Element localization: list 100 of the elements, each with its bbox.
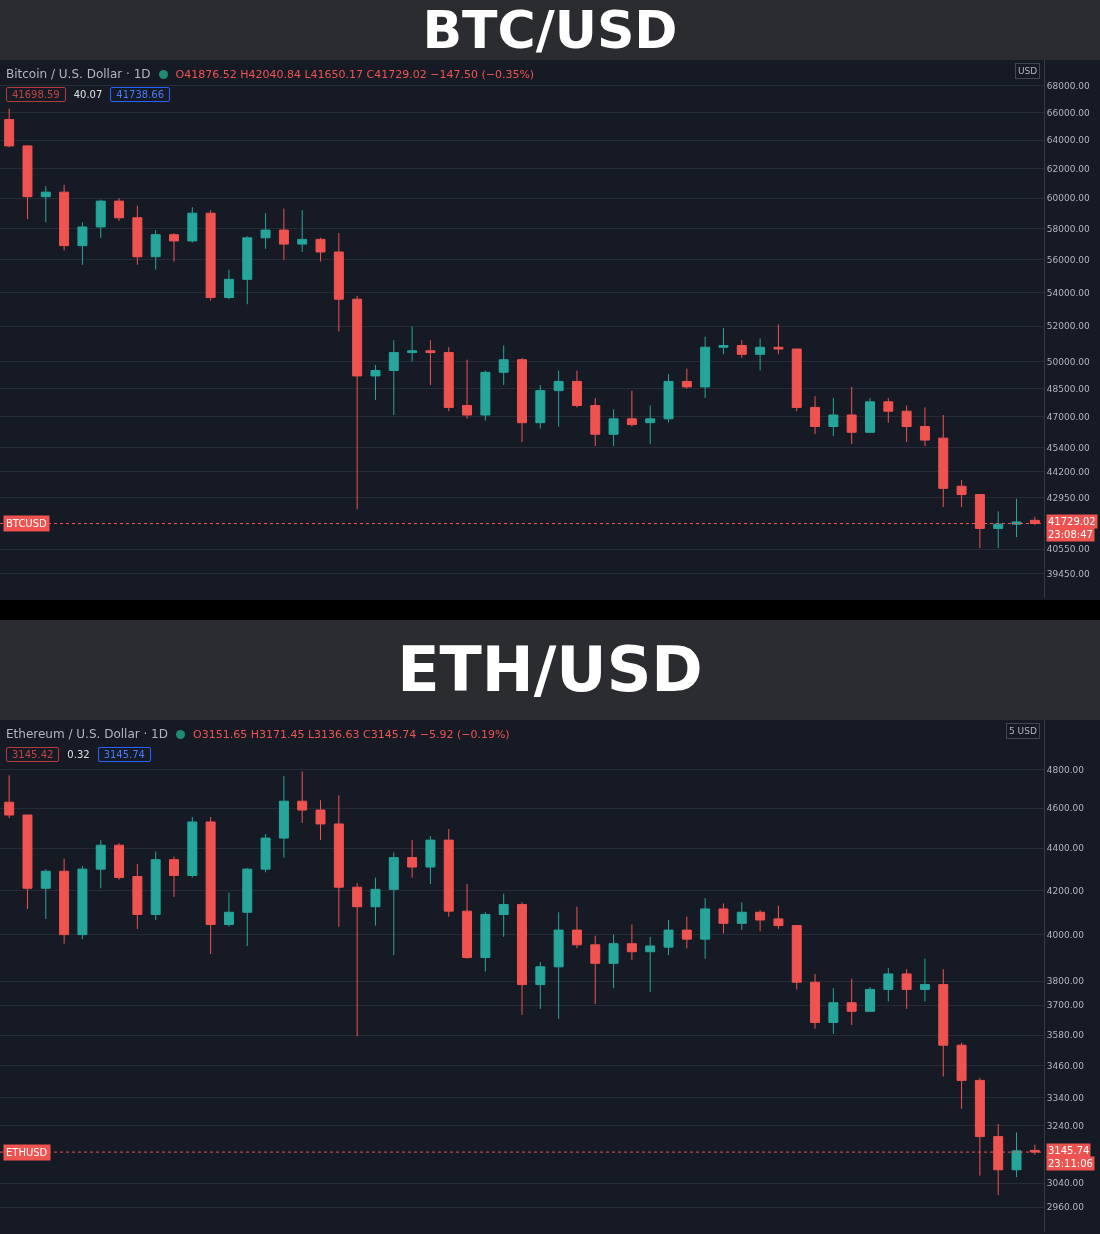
candlestick — [4, 108, 15, 148]
candlestick — [553, 369, 564, 428]
annotation: 40.07 — [73, 88, 103, 100]
candlestick — [388, 339, 399, 416]
candlestick — [883, 967, 894, 1003]
candlestick — [590, 935, 601, 1005]
y-tick-label: 2960.00 — [1046, 1202, 1085, 1213]
candlestick — [810, 973, 821, 1030]
candlestick — [626, 390, 637, 428]
candlestick — [443, 828, 454, 918]
candlestick — [700, 336, 711, 399]
candlestick — [462, 883, 473, 960]
candlestick — [517, 357, 527, 443]
y-tick-label: 48500.00 — [1046, 383, 1091, 394]
candlestick — [517, 901, 527, 1016]
y-tick-label: 50000.00 — [1046, 356, 1091, 367]
y-tick-label: 3460.00 — [1046, 1061, 1085, 1072]
candlestick — [223, 892, 234, 928]
y-tick-label: 64000.00 — [1046, 135, 1091, 146]
candlestick — [297, 209, 308, 253]
candlestick — [938, 414, 949, 508]
y-tick-label: 4800.00 — [1046, 764, 1085, 775]
y-tick-label: 60000.00 — [1046, 193, 1091, 204]
candlestick — [370, 364, 381, 401]
annotation: O41876.52 H42040.84 L41650.17 C41729.02 −147.50 (−0.35%) — [175, 67, 535, 81]
text: 3145.74 — [1048, 1145, 1090, 1156]
candlestick — [425, 339, 436, 386]
candlestick — [736, 901, 747, 931]
candlestick — [865, 397, 875, 433]
y-tick-label: 3240.00 — [1046, 1120, 1085, 1131]
y-tick-label: 3340.00 — [1046, 1093, 1085, 1103]
candlestick — [535, 961, 546, 1010]
candlestick — [919, 958, 930, 1003]
candlestick — [681, 916, 692, 949]
candlestick — [260, 833, 271, 873]
candlestick — [1011, 498, 1022, 538]
candlestick — [590, 397, 601, 447]
y-tick-label: 52000.00 — [1046, 321, 1091, 332]
y-tick-label: 3800.00 — [1046, 976, 1085, 987]
candlestick — [791, 348, 802, 412]
y-tick-label: 62000.00 — [1046, 163, 1091, 174]
candlestick — [22, 144, 33, 220]
candlestick — [407, 325, 418, 362]
candlestick — [700, 897, 711, 960]
candlestick — [681, 368, 692, 390]
candlestick — [59, 184, 70, 251]
candlestick — [919, 406, 930, 447]
candlestick — [333, 794, 344, 928]
candlestick — [260, 212, 271, 250]
y-tick-label: 4200.00 — [1046, 885, 1085, 896]
candlestick — [4, 774, 15, 819]
candlestick — [571, 369, 582, 408]
candlestick — [626, 923, 637, 961]
candlestick — [187, 816, 198, 879]
candlestick — [150, 850, 161, 921]
candlestick — [169, 856, 179, 898]
candlestick — [278, 775, 289, 859]
candlestick — [59, 858, 70, 945]
annotation: 5 USD — [1009, 726, 1037, 736]
candlestick — [535, 384, 546, 429]
text: 23:11:06 — [1048, 1158, 1093, 1169]
candlestick — [608, 934, 619, 989]
candlestick — [114, 197, 125, 222]
annotation: 3145.42 — [6, 746, 60, 762]
y-tick-label: 45400.00 — [1046, 443, 1091, 454]
y-tick-label: 68000.00 — [1046, 81, 1091, 92]
candlestick — [791, 925, 802, 990]
y-tick-label: 4000.00 — [1046, 929, 1085, 940]
candlestick — [645, 936, 656, 993]
y-tick-label: 4600.00 — [1046, 803, 1085, 814]
candlestick — [388, 851, 399, 956]
candlestick — [242, 235, 253, 305]
text: Ethereum / U.S. Dollar · 1D — [6, 727, 168, 741]
candlestick — [315, 237, 326, 263]
candlestick — [498, 345, 509, 386]
y-tick-label: 56000.00 — [1046, 255, 1091, 266]
candlestick — [846, 386, 857, 445]
candlestick — [95, 839, 106, 889]
candlestick — [828, 397, 839, 437]
y-tick-label: 3700.00 — [1046, 1000, 1085, 1011]
y-tick-label: 42950.00 — [1046, 492, 1091, 503]
annotation: 41738.66 — [110, 86, 171, 102]
candlestick — [645, 405, 656, 445]
candlestick — [223, 269, 234, 300]
candlestick — [608, 408, 619, 447]
candlestick — [755, 337, 766, 371]
candlestick — [114, 842, 125, 881]
chart-title: BTC/USD — [0, 0, 1100, 60]
candlestick — [736, 339, 747, 359]
candlestick — [169, 232, 179, 263]
candlestick — [480, 369, 491, 422]
candlestick — [370, 877, 381, 927]
candlestick — [462, 359, 473, 420]
candlestick — [828, 987, 839, 1035]
candlestick — [956, 479, 967, 508]
candlestick — [315, 799, 326, 841]
candlestick — [480, 911, 491, 973]
candlestick — [846, 978, 857, 1026]
candlestick — [132, 205, 143, 266]
candlestick — [956, 1042, 967, 1110]
